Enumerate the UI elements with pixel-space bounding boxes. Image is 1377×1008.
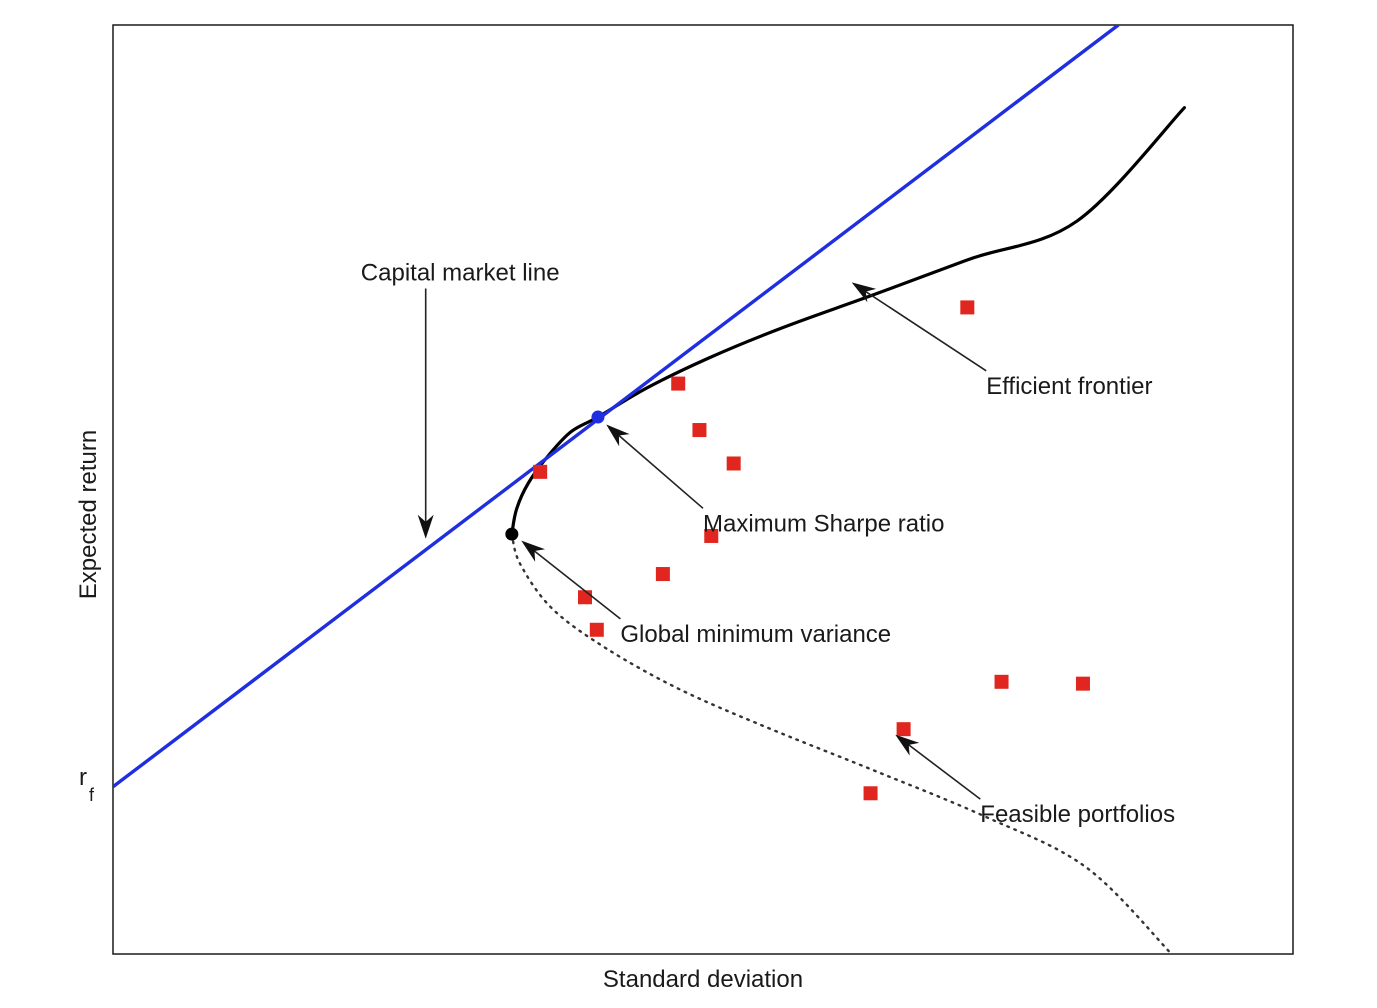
efficient-frontier-arrow-head: [851, 282, 877, 303]
x-axis-label: Standard deviation: [603, 966, 803, 993]
feasible-portfolio-point-9: [589, 622, 604, 637]
global-minimum-variance-point: [505, 527, 519, 541]
maximum-sharpe-ratio-point: [591, 410, 605, 424]
inefficient-frontier-curve: [510, 532, 1173, 954]
maximum-sharpe-ratio-arrow-shaft: [608, 426, 704, 509]
y-axis-label: Expected return: [75, 430, 102, 599]
efficient-frontier-curve: [510, 106, 1186, 536]
maximum-sharpe-ratio-label: Maximum Sharpe ratio: [703, 510, 944, 537]
feasible-portfolio-point-10: [994, 674, 1009, 689]
feasible-portfolio-point-5: [533, 464, 548, 479]
capital-market-line-label: Capital market line: [361, 259, 560, 286]
feasible-portfolio-point-3: [692, 423, 707, 438]
y-tick-label-rf-subscript: f: [89, 785, 95, 805]
feasible-portfolio-point-13: [863, 786, 878, 801]
maximum-sharpe-ratio-arrow-head: [606, 424, 630, 447]
feasible-portfolios-arrow-shaft: [898, 736, 981, 800]
feasible-portfolio-point-4: [726, 456, 741, 471]
feasible-portfolio-point-8: [578, 590, 592, 605]
feasible-portfolio-point-12: [896, 722, 911, 737]
feasible-portfolio-point-7: [655, 567, 670, 582]
capital-market-line: [113, 25, 1120, 789]
capital-market-line-arrow-head: [417, 514, 434, 539]
efficient-frontier-arrow-shaft: [854, 283, 987, 372]
plot-area-frame: [112, 24, 1294, 955]
feasible-portfolio-point-11: [1075, 676, 1090, 691]
efficient-frontier-label: Efficient frontier: [986, 373, 1152, 400]
feasible-portfolios-label: Feasible portfolios: [980, 801, 1175, 828]
y-tick-label-rf: r: [79, 764, 87, 791]
global-minimum-variance-label: Global minimum variance: [620, 621, 891, 648]
feasible-portfolio-point-1: [960, 300, 975, 315]
feasible-portfolio-point-2: [671, 376, 686, 391]
feasible-portfolios-arrow-head: [895, 734, 920, 756]
feasible-portfolio-point-6: [704, 528, 719, 543]
global-minimum-variance-arrow-head: [521, 540, 546, 562]
global-minimum-variance-arrow-shaft: [523, 542, 621, 620]
